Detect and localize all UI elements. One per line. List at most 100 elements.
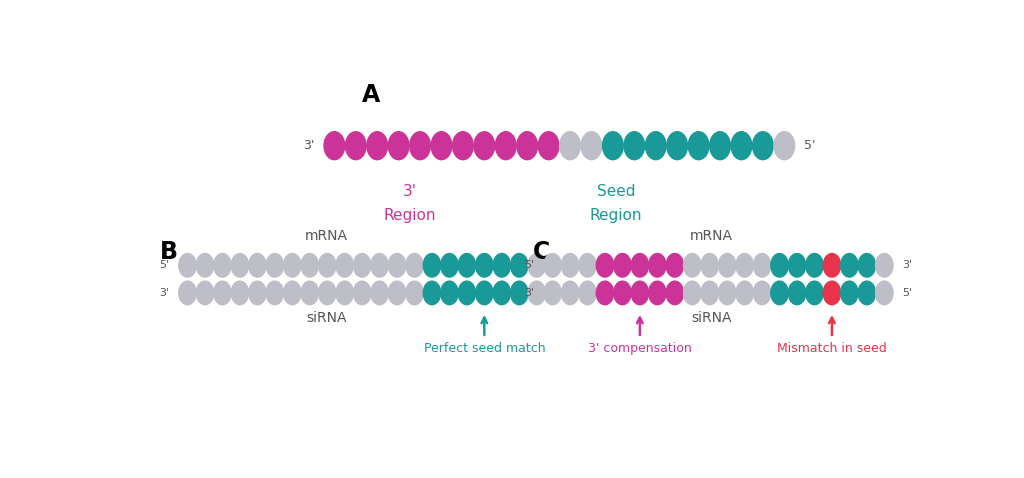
Ellipse shape — [876, 281, 893, 304]
Ellipse shape — [666, 253, 684, 277]
Ellipse shape — [511, 281, 528, 304]
Ellipse shape — [701, 253, 719, 277]
Ellipse shape — [736, 253, 754, 277]
Ellipse shape — [753, 132, 773, 160]
Ellipse shape — [823, 281, 841, 304]
Ellipse shape — [324, 132, 345, 160]
Text: 5': 5' — [159, 261, 169, 271]
Ellipse shape — [602, 132, 624, 160]
Ellipse shape — [528, 253, 546, 277]
Ellipse shape — [648, 281, 666, 304]
Ellipse shape — [388, 281, 406, 304]
Ellipse shape — [336, 281, 353, 304]
Ellipse shape — [631, 253, 648, 277]
Ellipse shape — [561, 253, 579, 277]
Ellipse shape — [406, 281, 423, 304]
Text: Mismatch in seed: Mismatch in seed — [777, 341, 887, 355]
Ellipse shape — [336, 253, 353, 277]
Ellipse shape — [179, 253, 197, 277]
Text: 3': 3' — [303, 139, 314, 152]
Ellipse shape — [806, 253, 823, 277]
Ellipse shape — [388, 253, 406, 277]
Ellipse shape — [579, 281, 596, 304]
Text: 5': 5' — [524, 261, 535, 271]
Ellipse shape — [613, 281, 631, 304]
Ellipse shape — [528, 281, 546, 304]
Ellipse shape — [788, 253, 806, 277]
Ellipse shape — [458, 253, 475, 277]
Text: 5': 5' — [555, 288, 565, 298]
Ellipse shape — [475, 253, 494, 277]
Ellipse shape — [806, 281, 823, 304]
Ellipse shape — [423, 281, 440, 304]
Ellipse shape — [544, 281, 561, 304]
Ellipse shape — [736, 281, 754, 304]
Ellipse shape — [876, 253, 893, 277]
Ellipse shape — [423, 253, 440, 277]
Text: 3': 3' — [159, 288, 169, 298]
Ellipse shape — [231, 281, 249, 304]
Ellipse shape — [197, 281, 214, 304]
Ellipse shape — [701, 281, 719, 304]
Ellipse shape — [684, 281, 701, 304]
Ellipse shape — [496, 132, 516, 160]
Text: Seed: Seed — [597, 185, 635, 199]
Ellipse shape — [858, 253, 876, 277]
Ellipse shape — [266, 253, 284, 277]
Ellipse shape — [648, 253, 666, 277]
Ellipse shape — [788, 281, 806, 304]
Ellipse shape — [214, 281, 231, 304]
Ellipse shape — [596, 253, 613, 277]
Ellipse shape — [475, 281, 494, 304]
Ellipse shape — [719, 253, 736, 277]
Ellipse shape — [266, 281, 284, 304]
Ellipse shape — [841, 253, 858, 277]
Ellipse shape — [301, 253, 318, 277]
Ellipse shape — [431, 132, 452, 160]
Ellipse shape — [353, 253, 371, 277]
Ellipse shape — [771, 253, 788, 277]
Text: B: B — [160, 239, 178, 263]
Ellipse shape — [684, 253, 701, 277]
Ellipse shape — [719, 281, 736, 304]
Ellipse shape — [410, 132, 430, 160]
Ellipse shape — [561, 281, 579, 304]
Text: siRNA: siRNA — [691, 311, 731, 326]
Text: siRNA: siRNA — [306, 311, 347, 326]
Ellipse shape — [284, 253, 301, 277]
Text: A: A — [362, 83, 380, 107]
Ellipse shape — [284, 281, 301, 304]
Text: Perfect seed match: Perfect seed match — [424, 341, 545, 355]
Ellipse shape — [214, 253, 231, 277]
Text: mRNA: mRNA — [690, 229, 733, 243]
Ellipse shape — [474, 132, 495, 160]
Ellipse shape — [710, 132, 730, 160]
Ellipse shape — [754, 281, 771, 304]
Ellipse shape — [494, 253, 511, 277]
Ellipse shape — [596, 281, 613, 304]
Ellipse shape — [353, 281, 371, 304]
Ellipse shape — [511, 253, 528, 277]
Ellipse shape — [624, 132, 645, 160]
Ellipse shape — [371, 281, 388, 304]
Text: 3': 3' — [402, 185, 417, 199]
Text: 3': 3' — [524, 288, 535, 298]
Ellipse shape — [249, 253, 266, 277]
Ellipse shape — [301, 281, 318, 304]
Ellipse shape — [579, 253, 596, 277]
Text: 5': 5' — [902, 288, 912, 298]
Ellipse shape — [754, 253, 771, 277]
Ellipse shape — [539, 132, 559, 160]
Ellipse shape — [453, 132, 473, 160]
Ellipse shape — [858, 281, 876, 304]
Ellipse shape — [345, 132, 367, 160]
Ellipse shape — [197, 253, 214, 277]
Ellipse shape — [560, 132, 581, 160]
Ellipse shape — [318, 281, 336, 304]
Ellipse shape — [517, 132, 538, 160]
Ellipse shape — [494, 281, 511, 304]
Ellipse shape — [667, 132, 687, 160]
Ellipse shape — [823, 253, 841, 277]
Ellipse shape — [582, 132, 602, 160]
Ellipse shape — [231, 253, 249, 277]
